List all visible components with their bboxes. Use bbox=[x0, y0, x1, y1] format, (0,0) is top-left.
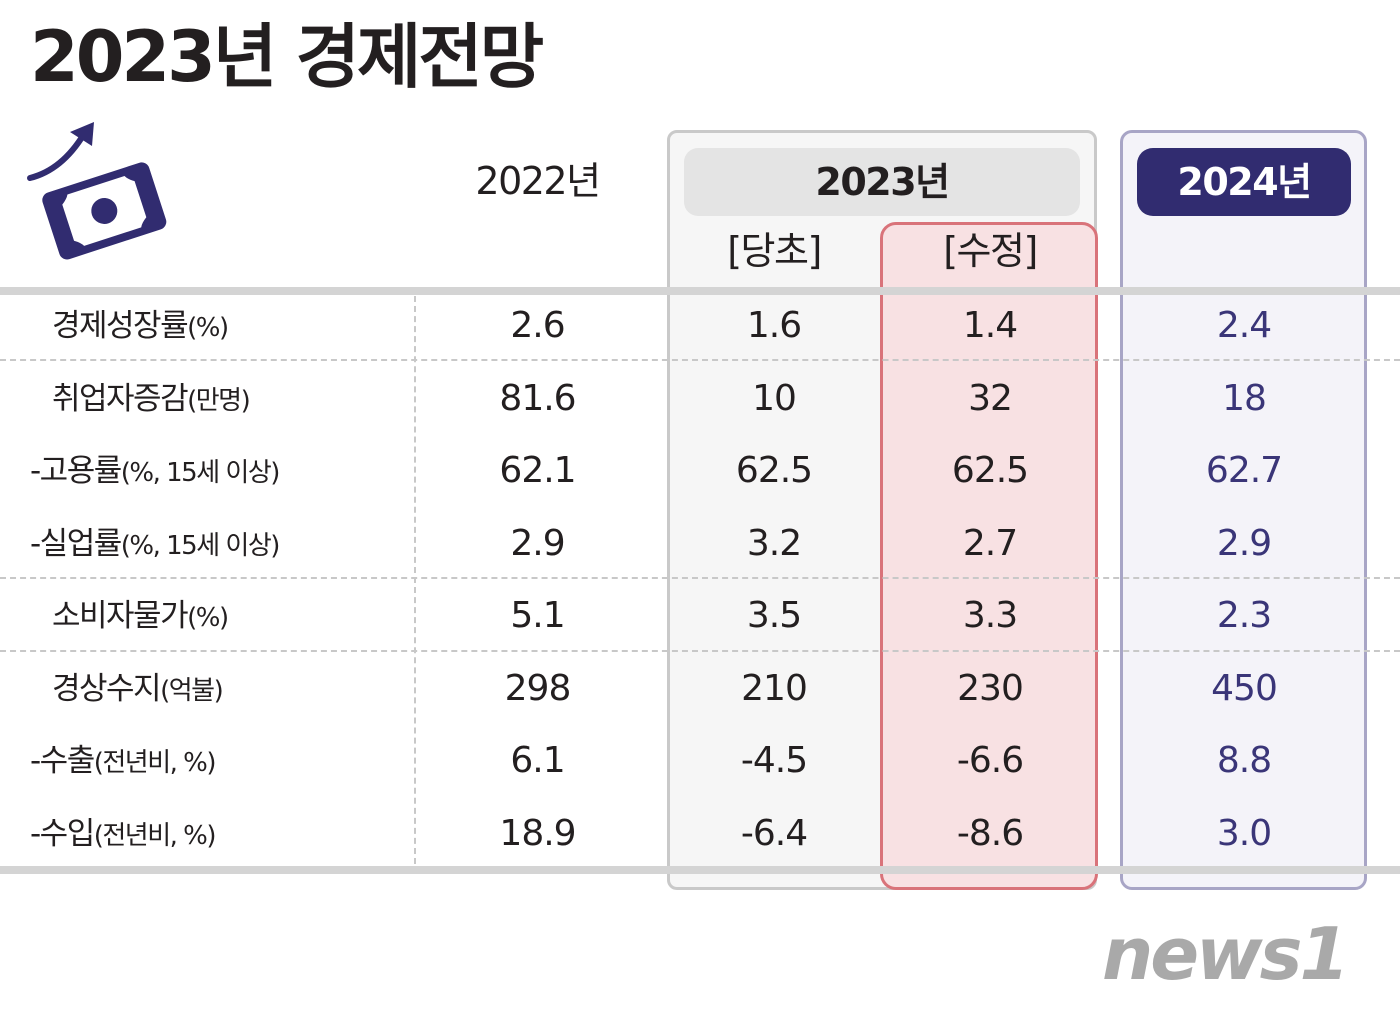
cell-2023-initial: 210 bbox=[741, 667, 808, 709]
cell-2022: 298 bbox=[504, 667, 572, 709]
cell-2023-initial: -4.5 bbox=[740, 740, 808, 781]
column-header-2024: 2024년 bbox=[1137, 148, 1351, 216]
cell-2022: 6.1 bbox=[510, 740, 565, 781]
cell-2023-revised: 230 bbox=[957, 667, 1024, 709]
row-label-unit: (전년비, %) bbox=[93, 820, 217, 851]
subheader-initial: [당초] bbox=[727, 229, 822, 273]
row-label: 취업자증감(만명) bbox=[30, 363, 432, 435]
cell-2023-revised: 3.3 bbox=[962, 595, 1018, 636]
row-label-unit: (만명) bbox=[187, 385, 251, 416]
table-row: 취업자증감(만명) 81.6 10 32 18 bbox=[0, 363, 1400, 435]
cell-2022: 2.6 bbox=[510, 305, 565, 346]
row-label: -고용률(%, 15세 이상) bbox=[30, 435, 410, 507]
cell-2024: 3.0 bbox=[1216, 812, 1272, 854]
row-label: -수출(전년비, %) bbox=[30, 725, 410, 797]
cell-2022: 81.6 bbox=[499, 377, 576, 419]
row-divider bbox=[0, 650, 1400, 652]
cell-2023-revised: 32 bbox=[968, 377, 1013, 419]
highlight-revised-column bbox=[880, 222, 1098, 890]
cell-2023-revised: 62.5 bbox=[951, 450, 1029, 491]
row-label: -수입(전년비, %) bbox=[30, 798, 410, 870]
column-header-2023: 2023년 bbox=[684, 148, 1080, 216]
money-rising-icon bbox=[27, 122, 167, 260]
table-row: 경제성장률(%) 2.6 1.6 1.4 2.4 bbox=[0, 290, 1400, 362]
cell-2022: 5.1 bbox=[510, 595, 565, 636]
page-title: 2023년 경제전망 bbox=[30, 16, 544, 98]
cell-2024: 18 bbox=[1222, 377, 1267, 419]
cell-2022: 62.1 bbox=[499, 450, 576, 491]
cell-2023-revised: 1.4 bbox=[962, 305, 1018, 346]
row-label: 경제성장률(%) bbox=[30, 290, 432, 362]
label-column-divider bbox=[414, 296, 416, 864]
row-label-name: 소비자물가 bbox=[52, 598, 189, 634]
cell-2023-initial: 3.2 bbox=[746, 522, 802, 564]
table-bottom-rule bbox=[0, 866, 1400, 874]
cell-2023-revised: -6.6 bbox=[956, 740, 1024, 781]
row-label-name: -수출 bbox=[30, 743, 95, 779]
table-row: 경상수지(억불) 298 210 230 450 bbox=[0, 653, 1400, 725]
cell-2024: 62.7 bbox=[1205, 450, 1283, 491]
row-label-name: -수입 bbox=[30, 815, 95, 852]
cell-2022: 2.9 bbox=[510, 522, 565, 564]
cell-2023-revised: -8.6 bbox=[956, 812, 1024, 854]
cell-2023-initial: 10 bbox=[752, 377, 797, 419]
watermark-text: news1 bbox=[1102, 912, 1347, 995]
row-divider bbox=[0, 577, 1400, 579]
table-row: -수출(전년비, %) 6.1 -4.5 -6.6 8.8 bbox=[0, 725, 1400, 797]
row-label-unit: (%, 15세 이상) bbox=[120, 530, 281, 561]
row-label: 소비자물가(%) bbox=[30, 580, 432, 652]
cell-2023-initial: -6.4 bbox=[740, 812, 808, 854]
row-label-unit: (%) bbox=[187, 313, 229, 343]
row-label-name: 취업자증감 bbox=[52, 380, 189, 417]
cell-2022: 18.9 bbox=[499, 812, 576, 854]
row-label-unit: (%, 15세 이상) bbox=[120, 458, 281, 488]
row-label-name: -고용률 bbox=[30, 453, 122, 489]
row-label: -실업률(%, 15세 이상) bbox=[30, 508, 410, 580]
subheader-revised: [수정] bbox=[943, 229, 1038, 273]
table-row: -수입(전년비, %) 18.9 -6.4 -8.6 3.0 bbox=[0, 798, 1400, 870]
row-label-name: 경상수지 bbox=[52, 670, 162, 707]
column-header-2022: 2022년 bbox=[475, 159, 601, 203]
row-divider bbox=[0, 359, 1400, 361]
row-label-name: 경제성장률 bbox=[52, 308, 189, 344]
row-label-unit: (전년비, %) bbox=[93, 748, 217, 778]
table-row: 소비자물가(%) 5.1 3.5 3.3 2.3 bbox=[0, 580, 1400, 652]
cell-2023-initial: 62.5 bbox=[735, 450, 813, 491]
cell-2024: 8.8 bbox=[1216, 740, 1272, 781]
cell-2024: 450 bbox=[1211, 667, 1278, 709]
cell-2024: 2.4 bbox=[1216, 305, 1272, 346]
cell-2024: 2.3 bbox=[1216, 595, 1272, 636]
cell-2024: 2.9 bbox=[1216, 522, 1272, 564]
table-top-rule bbox=[0, 287, 1400, 295]
cell-2023-initial: 1.6 bbox=[746, 305, 802, 346]
row-label: 경상수지(억불) bbox=[30, 653, 432, 725]
group-frame-2024 bbox=[1120, 130, 1367, 890]
cell-2023-revised: 2.7 bbox=[962, 522, 1018, 564]
row-label-name: -실업률 bbox=[30, 525, 122, 562]
table-row: -고용률(%, 15세 이상) 62.1 62.5 62.5 62.7 bbox=[0, 435, 1400, 507]
cell-2023-initial: 3.5 bbox=[746, 595, 802, 636]
news1-logo-icon: news1 bbox=[1102, 912, 1350, 995]
row-label-unit: (%) bbox=[187, 603, 229, 633]
row-label-unit: (억불) bbox=[160, 675, 224, 706]
table-row: -실업률(%, 15세 이상) 2.9 3.2 2.7 2.9 bbox=[0, 508, 1400, 580]
